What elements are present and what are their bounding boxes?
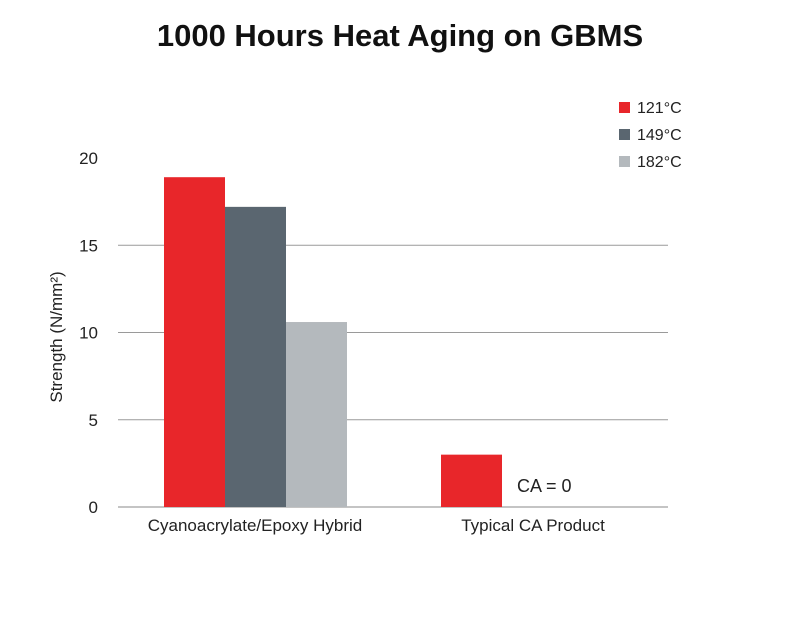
legend-swatch: [619, 102, 630, 113]
legend-label: 182°C: [637, 154, 682, 171]
x-axis-categories: Cyanoacrylate/Epoxy Hybrid Typical CA Pro…: [148, 516, 605, 535]
x-category-label: Cyanoacrylate/Epoxy Hybrid: [148, 516, 362, 535]
bar-typical-ca-121: [441, 454, 502, 507]
chart-title: 1000 Hours Heat Aging on GBMS: [156, 18, 644, 53]
annotations: CA = 0: [517, 476, 572, 496]
bar-hybrid-182: [286, 322, 347, 507]
bars: [164, 177, 502, 508]
y-tick-label: 10: [79, 324, 98, 343]
y-tick-label: 15: [79, 236, 98, 255]
bar-hybrid-121: [164, 177, 225, 507]
y-axis-ticks: 0 5 10 15 20: [79, 149, 98, 517]
y-tick-label: 5: [89, 411, 98, 430]
legend-swatch: [619, 156, 630, 167]
legend-swatch: [619, 129, 630, 140]
x-category-label: Typical CA Product: [461, 516, 605, 535]
legend: 121°C 149°C 182°C: [619, 100, 682, 171]
legend-label: 149°C: [637, 127, 682, 144]
annotation-ca-zero: CA = 0: [517, 476, 572, 496]
legend-label: 121°C: [637, 100, 682, 117]
y-axis-title: Strength (N/mm²): [47, 271, 66, 402]
y-tick-label: 0: [89, 498, 98, 517]
bar-hybrid-149: [225, 206, 286, 508]
y-tick-label: 20: [79, 149, 98, 168]
